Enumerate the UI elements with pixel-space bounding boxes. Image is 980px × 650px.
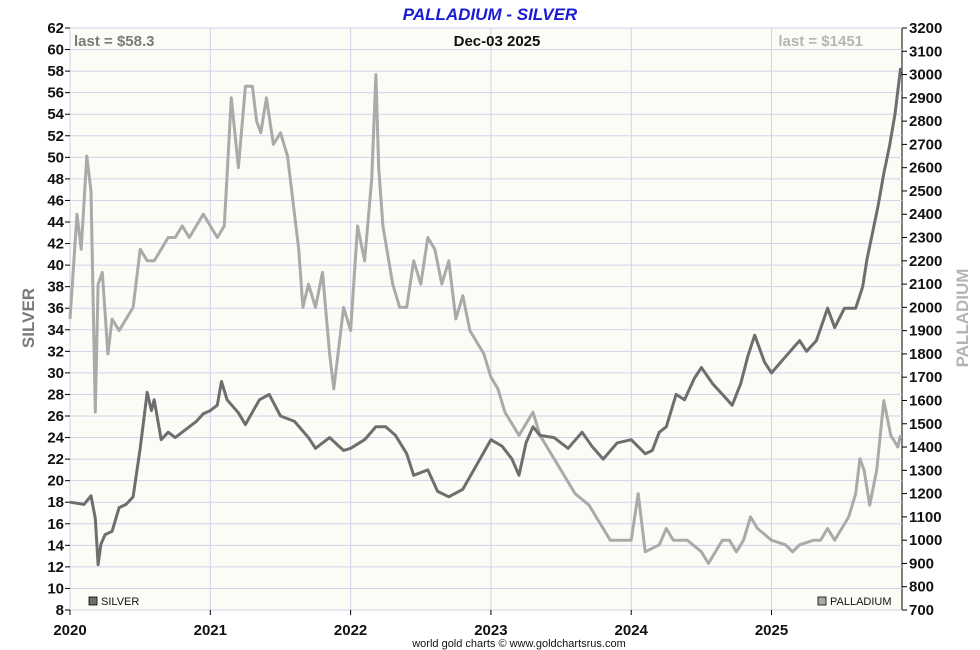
right-tick-label: 2800 — [909, 113, 942, 130]
left-tick-label: 60 — [47, 42, 64, 59]
left-axis-ticks: 8 10 12 14 16 18 20 22 24 26 28 30 32 34 36 38 40 42 44 46 4… — [47, 20, 70, 619]
x-tick-label: 2021 — [194, 622, 227, 639]
x-axis-ticks: 2020 2021 2022 2023 2024 2025 — [53, 610, 788, 639]
right-tick-label: 1300 — [909, 462, 942, 479]
gridlines — [69, 27, 902, 611]
right-tick-label: 1200 — [909, 486, 942, 503]
legend-palladium-swatch — [817, 596, 827, 606]
left-tick-label: 14 — [47, 537, 64, 554]
left-tick-label: 52 — [47, 128, 64, 145]
legend-silver-swatch — [88, 596, 98, 606]
left-tick-label: 36 — [47, 300, 64, 317]
left-tick-label: 26 — [47, 408, 64, 425]
right-tick-label: 1800 — [909, 346, 942, 363]
left-tick-label: 38 — [47, 279, 64, 296]
legend-palladium: PALLADIUM — [817, 596, 892, 608]
right-tick-label: 2400 — [909, 206, 942, 223]
right-tick-label: 3000 — [909, 67, 942, 84]
right-axis-ticks: 700 800 900 1000 1100 1200 1300 1400 1500 1600 170… — [902, 20, 942, 619]
right-tick-label: 1400 — [909, 439, 942, 456]
footer-credit: world gold charts © www.goldchartsrus.co… — [411, 638, 626, 650]
right-tick-label: 2100 — [909, 276, 942, 293]
right-tick-label: 2600 — [909, 160, 942, 177]
silver-last-price: last = $58.3 — [74, 33, 154, 50]
right-tick-label: 1700 — [909, 369, 942, 386]
series-lines — [68, 67, 903, 567]
right-tick-label: 1500 — [909, 416, 942, 433]
left-tick-label: 10 — [47, 580, 64, 597]
right-tick-label: 3200 — [909, 20, 942, 37]
right-tick-label: 900 — [909, 555, 934, 572]
right-tick-label: 2500 — [909, 183, 942, 200]
left-tick-label: 8 — [56, 602, 64, 619]
left-tick-label: 34 — [47, 322, 64, 339]
left-tick-label: 46 — [47, 192, 64, 209]
right-axis-label: PALLADIUM — [953, 269, 972, 368]
left-tick-label: 62 — [47, 20, 64, 37]
x-tick-label: 2023 — [474, 622, 507, 639]
right-tick-label: 1000 — [909, 532, 942, 549]
series-line-palladium — [68, 73, 903, 565]
left-tick-label: 58 — [47, 63, 64, 80]
right-tick-label: 2200 — [909, 253, 942, 270]
left-tick-label: 12 — [47, 559, 64, 576]
left-tick-label: 56 — [47, 85, 64, 102]
left-tick-label: 54 — [47, 106, 64, 123]
legend-silver-label: SILVER — [101, 596, 139, 608]
x-tick-label: 2022 — [334, 622, 367, 639]
left-axis-label: SILVER — [19, 288, 38, 348]
right-tick-label: 700 — [909, 602, 934, 619]
right-tick-label: 1100 — [909, 509, 942, 526]
plot-background — [69, 27, 903, 611]
right-tick-label: 3100 — [909, 43, 942, 60]
left-tick-label: 16 — [47, 516, 64, 533]
right-tick-label: 800 — [909, 579, 934, 596]
series-line-silver — [69, 67, 903, 567]
x-tick-label: 2020 — [53, 622, 86, 639]
legend-silver: SILVER — [88, 596, 139, 608]
x-tick-label: 2024 — [615, 622, 649, 639]
left-tick-label: 48 — [47, 171, 64, 188]
left-tick-label: 32 — [47, 343, 64, 360]
right-tick-label: 2000 — [909, 299, 942, 316]
palladium-last-price: last = $1451 — [778, 33, 863, 50]
left-tick-label: 44 — [47, 214, 64, 231]
right-tick-label: 2700 — [909, 136, 942, 153]
right-tick-label: 1900 — [909, 323, 942, 340]
chart-title: PALLADIUM - SILVER — [403, 5, 578, 24]
right-tick-label: 1600 — [909, 392, 942, 409]
left-tick-label: 20 — [47, 473, 64, 490]
date-label: Dec-03 2025 — [454, 33, 541, 50]
left-tick-label: 24 — [47, 430, 64, 447]
left-tick-label: 18 — [47, 494, 64, 511]
x-tick-label: 2025 — [755, 622, 788, 639]
right-tick-label: 2300 — [909, 230, 942, 247]
left-tick-label: 50 — [47, 149, 64, 166]
left-tick-label: 40 — [47, 257, 64, 274]
left-tick-label: 42 — [47, 236, 64, 253]
left-tick-label: 28 — [47, 386, 64, 403]
legend-palladium-label: PALLADIUM — [830, 596, 892, 608]
right-tick-label: 2900 — [909, 90, 942, 107]
left-tick-label: 30 — [47, 365, 64, 382]
left-tick-label: 22 — [47, 451, 64, 468]
